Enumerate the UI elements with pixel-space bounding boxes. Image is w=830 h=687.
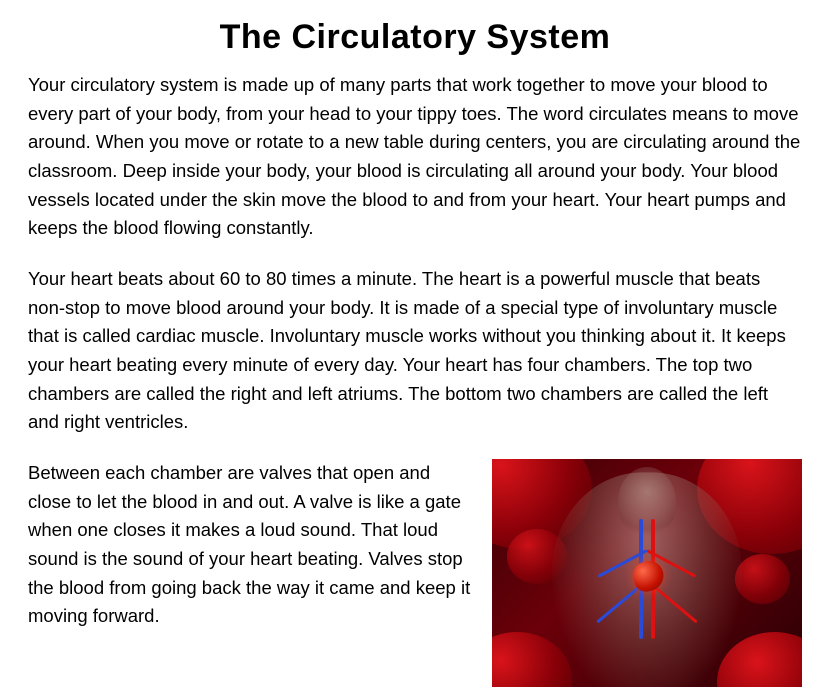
head-silhouette-icon [618, 467, 676, 537]
blood-cell-icon [735, 554, 790, 604]
valves-row: Between each chamber are valves that ope… [28, 459, 802, 687]
heart-paragraph: Your heart beats about 60 to 80 times a … [28, 265, 802, 437]
circulatory-illustration [492, 459, 802, 687]
blood-cell-icon [492, 632, 572, 687]
intro-paragraph: Your circulatory system is made up of ma… [28, 71, 802, 243]
valves-paragraph: Between each chamber are valves that ope… [28, 459, 474, 631]
page-title: The Circulatory System [28, 18, 802, 57]
